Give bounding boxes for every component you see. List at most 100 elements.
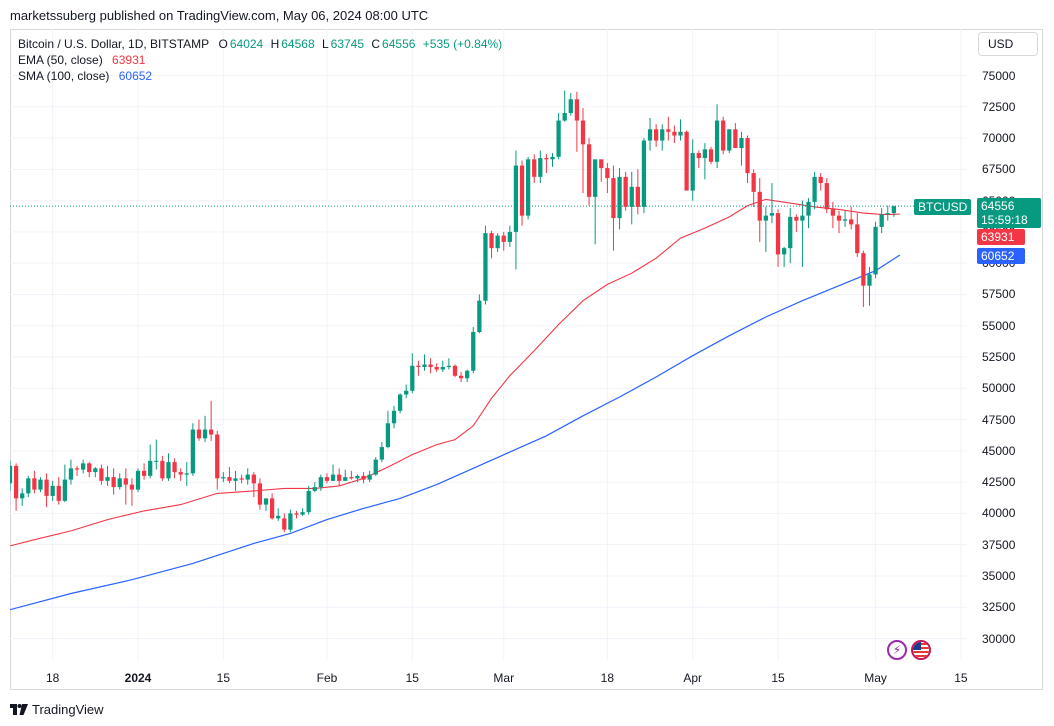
candle-body[interactable] <box>148 460 153 476</box>
candle-body[interactable] <box>361 475 366 480</box>
candle-body[interactable] <box>751 173 756 192</box>
candle-body[interactable] <box>367 474 372 480</box>
currency-button[interactable]: USD <box>978 32 1038 56</box>
candle-body[interactable] <box>629 186 634 207</box>
candle-body[interactable] <box>745 138 750 174</box>
candle-body[interactable] <box>775 213 781 255</box>
candle-body[interactable] <box>885 213 890 215</box>
candle-body[interactable] <box>653 129 659 141</box>
candle-body[interactable] <box>209 429 214 435</box>
candle-body[interactable] <box>434 367 439 370</box>
candle-body[interactable] <box>532 159 537 177</box>
candle-body[interactable] <box>873 226 878 275</box>
candle-body[interactable] <box>788 216 793 249</box>
candle-body[interactable] <box>879 214 884 227</box>
candle-body[interactable] <box>10 465 13 484</box>
candle-body[interactable] <box>202 429 208 439</box>
candle-body[interactable] <box>391 410 397 424</box>
candle-body[interactable] <box>855 224 860 254</box>
candle-body[interactable] <box>318 477 324 488</box>
symbol-title[interactable]: Bitcoin / U.S. Dollar, 1D, BITSTAMP <box>18 37 210 51</box>
candle-body[interactable] <box>891 206 896 214</box>
candle-body[interactable] <box>739 138 744 149</box>
candle-body[interactable] <box>135 470 141 490</box>
candle-body[interactable] <box>312 487 317 491</box>
candle-body[interactable] <box>507 231 512 242</box>
candle-body[interactable] <box>160 460 165 479</box>
candle-body[interactable] <box>495 235 500 249</box>
candle-body[interactable] <box>117 478 122 488</box>
candle-body[interactable] <box>672 131 677 136</box>
candle-body[interactable] <box>714 120 720 162</box>
candle-body[interactable] <box>501 235 506 242</box>
ema-row[interactable]: EMA (50, close) 63931 <box>18 52 502 68</box>
candle-body[interactable] <box>556 120 561 157</box>
candle-body[interactable] <box>422 364 427 368</box>
candle-body[interactable] <box>483 233 488 301</box>
candle-body[interactable] <box>635 186 640 207</box>
candle-body[interactable] <box>605 168 610 179</box>
candle-body[interactable] <box>574 99 580 121</box>
candle-body[interactable] <box>178 472 183 475</box>
candle-body[interactable] <box>830 209 836 216</box>
candle-body[interactable] <box>166 462 171 479</box>
candle-body[interactable] <box>678 131 683 136</box>
candle-body[interactable] <box>233 478 238 481</box>
candle-body[interactable] <box>849 219 854 225</box>
candle-body[interactable] <box>544 158 549 160</box>
candle-body[interactable] <box>93 468 98 473</box>
candle-body[interactable] <box>13 465 19 499</box>
candle-body[interactable] <box>282 518 287 530</box>
candle-body[interactable] <box>123 478 128 485</box>
candle-body[interactable] <box>647 129 653 141</box>
candle-body[interactable] <box>416 365 421 368</box>
candle-body[interactable] <box>580 120 586 145</box>
candle-body[interactable] <box>385 423 391 448</box>
candle-body[interactable] <box>690 153 695 191</box>
candle-body[interactable] <box>641 140 647 207</box>
candle-body[interactable] <box>519 165 525 216</box>
candle-body[interactable] <box>733 129 738 149</box>
candle-body[interactable] <box>727 129 732 151</box>
candle-body[interactable] <box>105 477 110 481</box>
candle-body[interactable] <box>410 365 415 391</box>
candle-body[interactable] <box>38 479 43 490</box>
candle-body[interactable] <box>800 215 805 221</box>
candle-body[interactable] <box>440 367 445 370</box>
candle-body[interactable] <box>513 165 519 232</box>
candle-body[interactable] <box>623 176 628 207</box>
candle-body[interactable] <box>349 477 354 479</box>
candle-body[interactable] <box>660 129 665 141</box>
candle-body[interactable] <box>782 248 787 255</box>
candle-body[interactable] <box>154 460 159 462</box>
candle-body[interactable] <box>221 477 226 479</box>
candle-body[interactable] <box>452 365 458 376</box>
tradingview-logo[interactable]: TradingView <box>10 702 104 717</box>
candle-body[interactable] <box>324 477 330 481</box>
candle-body[interactable] <box>294 513 299 515</box>
candle-body[interactable] <box>818 176 823 184</box>
candle-body[interactable] <box>373 459 378 475</box>
candle-body[interactable] <box>477 300 482 332</box>
candle-body[interactable] <box>68 468 74 480</box>
candle-body[interactable] <box>769 213 775 216</box>
candle-body[interactable] <box>458 375 464 379</box>
event-lightning-icon[interactable]: ⚡ <box>887 640 907 660</box>
candle-body[interactable] <box>836 215 842 221</box>
candle-body[interactable] <box>62 479 67 501</box>
candle-body[interactable] <box>184 473 189 475</box>
candle-body[interactable] <box>343 477 348 481</box>
candle-body[interactable] <box>812 176 817 202</box>
candle-body[interactable] <box>300 512 305 515</box>
candle-body[interactable] <box>44 479 49 496</box>
candle-body[interactable] <box>111 477 116 488</box>
candle-body[interactable] <box>611 178 616 219</box>
candle-body[interactable] <box>172 462 177 473</box>
candle-body[interactable] <box>806 201 811 216</box>
candle-body[interactable] <box>842 219 848 221</box>
candle-body[interactable] <box>404 390 409 395</box>
candle-body[interactable] <box>757 191 762 221</box>
candle-body[interactable] <box>763 215 768 221</box>
candle-body[interactable] <box>708 149 714 162</box>
candle-body[interactable] <box>794 216 799 221</box>
